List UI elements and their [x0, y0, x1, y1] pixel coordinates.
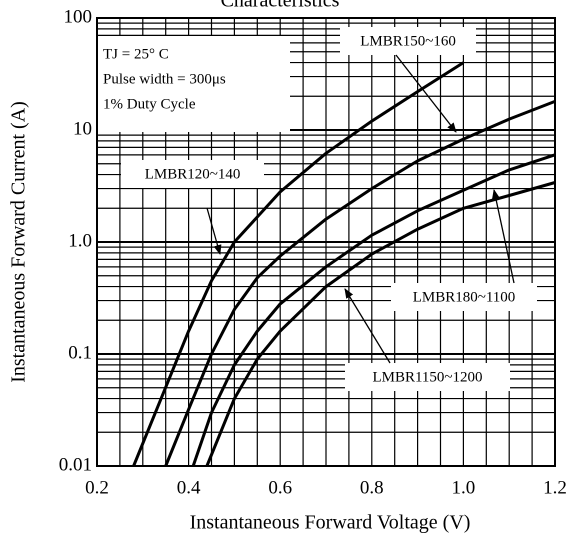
conditions-box-bg: [98, 36, 290, 132]
series-label-arrow: [395, 54, 457, 133]
y-tick-label: 0.01: [59, 454, 92, 475]
x-tick-label: 1.2: [543, 477, 567, 498]
series-label: LMBR1150~1200: [372, 369, 482, 385]
x-axis-label: Instantaneous Forward Voltage (V): [190, 512, 471, 534]
axis-titles: Instantaneous Forward Voltage (V) Instan…: [8, 101, 471, 533]
series-line: [191, 153, 556, 467]
y-axis-label: Instantaneous Forward Current (A): [8, 101, 30, 383]
x-tick-label: 0.8: [360, 477, 384, 498]
x-tick-label: 1.0: [452, 477, 476, 498]
x-tick-label: 0.4: [177, 477, 201, 498]
conditions-box: TJ = 25° C Pulse width = 300μs 1% Duty C…: [98, 36, 290, 132]
series-label-arrow: [206, 207, 222, 255]
series-label: LMBR150~160: [360, 33, 456, 49]
condition-temp: TJ = 25° C: [103, 46, 169, 62]
series-label-arrow: [491, 189, 515, 284]
condition-duty-cycle: 1% Duty Cycle: [103, 96, 196, 112]
series-label-box: [391, 283, 537, 311]
y-tick-label: 100: [64, 6, 93, 27]
y-tick-label: 1.0: [68, 230, 92, 251]
series-labels: LMBR150~160 LMBR120~140 LMBR180~1100 LMBR11…: [121, 27, 537, 391]
x-tick-label: 0.2: [85, 477, 109, 498]
series-label-box: [340, 27, 476, 55]
condition-pulse-width: Pulse width = 300μs: [103, 71, 226, 87]
series-line: [164, 100, 556, 467]
plot-frame: [96, 17, 556, 467]
annotations: TJ = 25° C Pulse width = 300μs 1% Duty C…: [98, 36, 290, 132]
tick-labels: 0.2 0.4 0.6 0.8 1.0 1.2 0.01 0.1 1.0 10 100: [59, 6, 567, 498]
series-lines: [132, 61, 556, 467]
series-label: LMBR180~1100: [413, 289, 516, 305]
y-tick-label: 0.1: [68, 342, 92, 363]
chart-title-layer: Characteristics: [221, 0, 340, 12]
series-line: [205, 181, 556, 467]
plot-border: [96, 17, 556, 467]
x-tick-label: 0.6: [268, 477, 292, 498]
series-label-box: [345, 363, 510, 391]
series-label-box: [121, 160, 264, 188]
chart-title: Characteristics: [221, 0, 340, 12]
series-line: [132, 61, 465, 467]
series-label: LMBR120~140: [145, 166, 241, 182]
y-tick-label: 10: [73, 118, 92, 139]
series-label-arrow: [344, 288, 391, 364]
